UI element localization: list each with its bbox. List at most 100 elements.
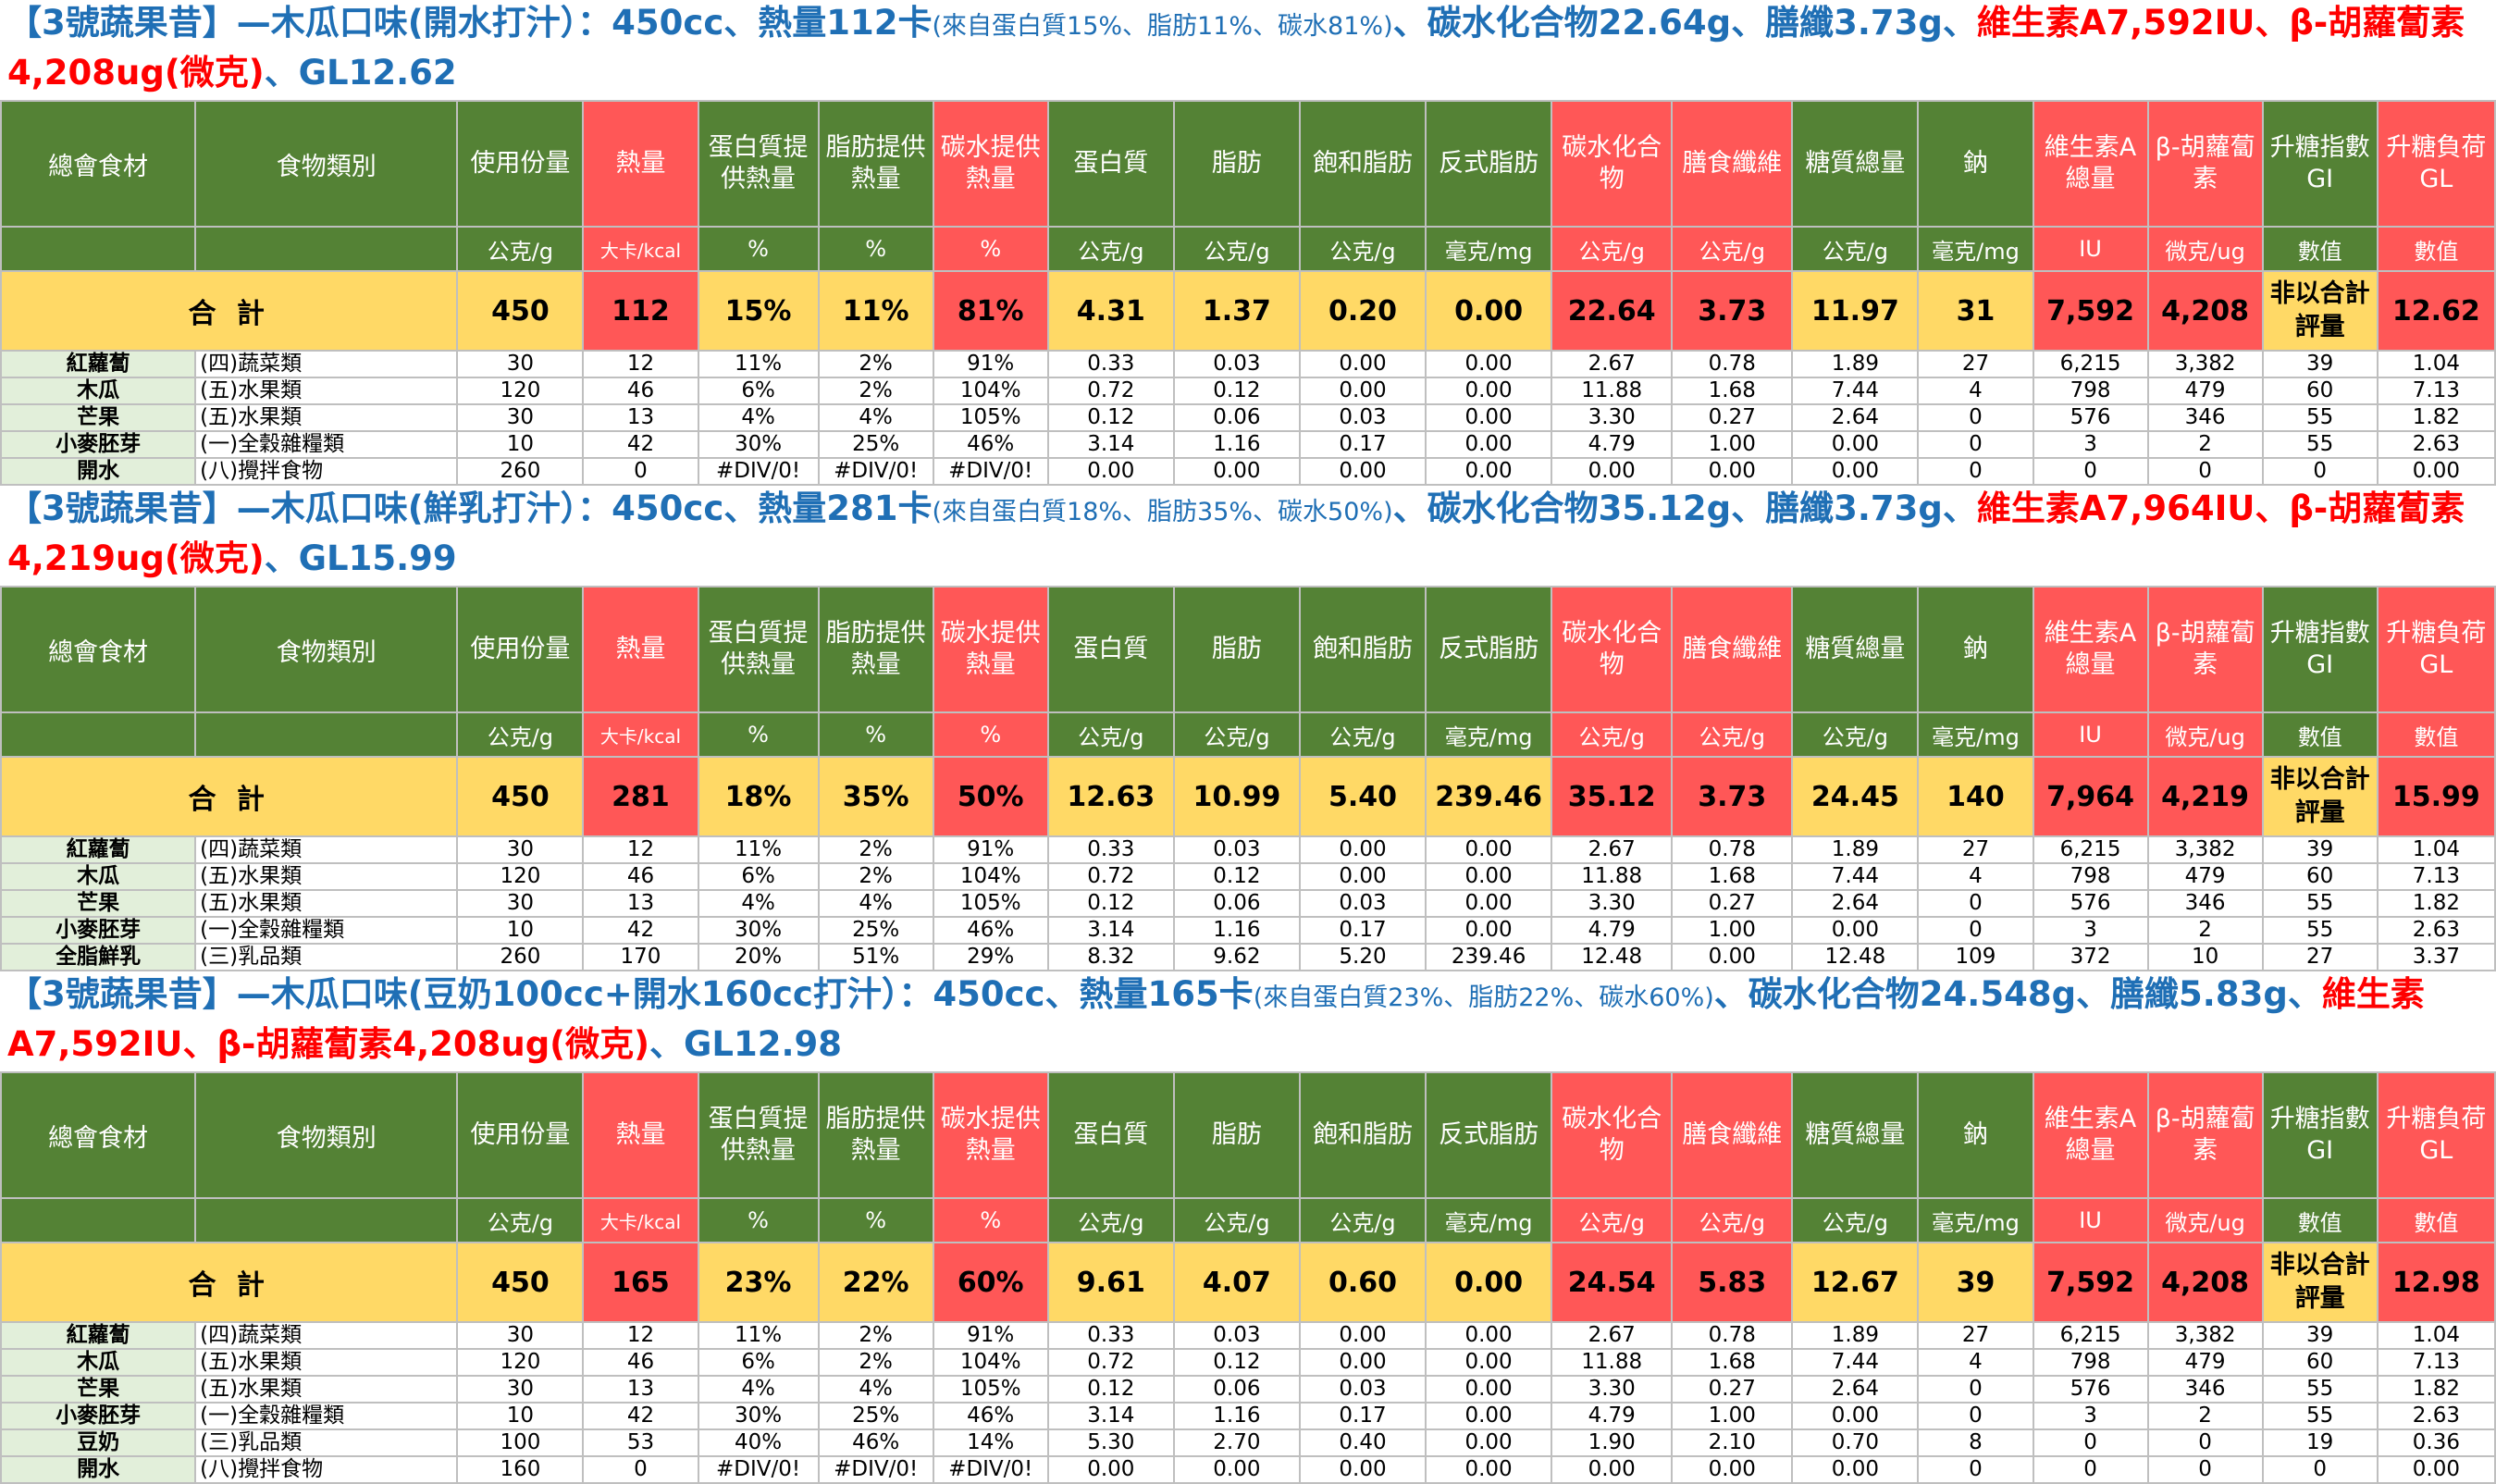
data-cell: 10 <box>456 430 585 459</box>
data-cell: 46% <box>932 916 1049 945</box>
data-cell: 0.00 <box>1671 943 1794 971</box>
data-cell: 0.00 <box>1551 1455 1674 1484</box>
data-cell: 0 <box>582 1455 699 1484</box>
column-header: 脂肪提供熱量 <box>817 100 934 228</box>
ingredient-row: 小麥胚芽 (一)全穀雜糧類 10 42 30% 25% 46% 3.14 1.16 0.17 0.0… <box>0 430 2496 459</box>
data-cell: 3.14 <box>1046 916 1175 945</box>
data-cell: 1.82 <box>2376 1375 2496 1404</box>
unit-cell: 數值 <box>2261 711 2379 758</box>
data-cell: 25% <box>817 1402 934 1430</box>
column-header: 糖質總量 <box>1791 586 1920 713</box>
unit-cell: 毫克/mg <box>1425 1197 1553 1243</box>
column-header: 熱量 <box>582 586 699 713</box>
unit-cell: 公克/g <box>1046 226 1175 272</box>
data-cell: 30 <box>456 403 585 432</box>
unit-cell: 公克/g <box>456 226 585 272</box>
unit-cell: 數值 <box>2376 1197 2496 1243</box>
data-cell: 0.00 <box>1425 862 1553 891</box>
data-cell: 798 <box>2032 862 2149 891</box>
title-blue2: 、碳水化合物24.548g、膳纖5.83g、 <box>1713 974 2322 1014</box>
food-category: (一)全穀雜糧類 <box>194 430 459 459</box>
column-header: 食物類別 <box>194 100 459 228</box>
total-label: 合 計 <box>0 270 459 352</box>
ingredient-row: 木瓜 (五)水果類 120 46 6% 2% 104% 0.72 0.12 0.00 0.00 11.… <box>0 377 2496 405</box>
data-cell: 0.00 <box>1298 457 1427 486</box>
column-header: β-胡蘿蔔素 <box>2146 100 2264 228</box>
data-cell: 60 <box>2261 1348 2379 1377</box>
unit-cell: 數值 <box>2261 1197 2379 1243</box>
data-cell: 0 <box>582 457 699 486</box>
ingredient-row: 紅蘿蔔 (四)蔬菜類 30 12 11% 2% 91% 0.33 0.03 0.00 0.00 2.6… <box>0 1321 2496 1350</box>
data-cell: 0.00 <box>1791 1402 1920 1430</box>
column-header: 總會食材 <box>0 1071 197 1199</box>
data-cell: 2.70 <box>1172 1428 1301 1457</box>
data-cell: 0.00 <box>1172 1455 1301 1484</box>
food-category: (五)水果類 <box>194 889 459 918</box>
column-header: 膳食纖維 <box>1671 586 1794 713</box>
column-header: 脂肪 <box>1172 1071 1301 1199</box>
nutrition-table: 總會食材 食物類別 使用份量 熱量 蛋白質提供熱量 脂肪提供熱量 碳水提供熱量 蛋白質 脂肪 飽和… <box>0 1071 2496 1484</box>
data-cell: 2% <box>817 862 934 891</box>
data-cell: 0.00 <box>1425 1402 1553 1430</box>
data-cell: 1.16 <box>1172 1402 1301 1430</box>
data-cell: 100 <box>456 1428 585 1457</box>
data-cell: 0.00 <box>1425 1455 1553 1484</box>
title-blue3: 、GL15.99 <box>264 538 457 578</box>
column-header: 膳食纖維 <box>1671 100 1794 228</box>
data-cell: 2.67 <box>1551 350 1674 378</box>
total-cell: 450 <box>456 756 585 837</box>
total-cell: 35.12 <box>1551 756 1674 837</box>
data-cell: 0.36 <box>2376 1428 2496 1457</box>
data-cell: 4% <box>697 403 820 432</box>
data-cell: 12 <box>582 1321 699 1350</box>
data-cell: 0 <box>2032 457 2149 486</box>
column-header: 碳水提供熱量 <box>932 1071 1049 1199</box>
unit-cell: 大卡/kcal <box>582 1197 699 1243</box>
unit-cell: % <box>817 226 934 272</box>
data-cell: 1.89 <box>1791 350 1920 378</box>
data-cell: 27 <box>1917 835 2034 864</box>
data-cell: 0.00 <box>1425 889 1553 918</box>
unit-cell: 微克/ug <box>2146 226 2264 272</box>
data-cell: 7.13 <box>2376 377 2496 405</box>
data-cell: 0.70 <box>1791 1428 1920 1457</box>
data-cell: 0.17 <box>1298 430 1427 459</box>
data-cell: #DIV/0! <box>932 1455 1049 1484</box>
data-cell: 1.89 <box>1791 1321 1920 1350</box>
nutrition-table: 總會食材 食物類別 使用份量 熱量 蛋白質提供熱量 脂肪提供熱量 碳水提供熱量 蛋白質 脂肪 飽和… <box>0 100 2496 486</box>
column-header: 反式脂肪 <box>1425 100 1553 228</box>
data-cell: 576 <box>2032 1375 2149 1404</box>
total-cell: 0.20 <box>1298 270 1427 352</box>
data-cell: 27 <box>1917 350 2034 378</box>
data-cell: 5.30 <box>1046 1428 1175 1457</box>
unit-cell: 公克/g <box>456 1197 585 1243</box>
ingredient-row: 木瓜 (五)水果類 120 46 6% 2% 104% 0.72 0.12 0.00 0.00 11.… <box>0 862 2496 891</box>
ingredient-name: 豆奶 <box>0 1428 197 1457</box>
total-label: 合 計 <box>0 756 459 837</box>
data-cell: 9.62 <box>1172 943 1301 971</box>
data-cell: 4% <box>817 403 934 432</box>
data-cell: 104% <box>932 377 1049 405</box>
section-title: 【3號蔬果昔】—木瓜口味(豆奶100cc+開水160cc打汁）：450cc、熱量… <box>0 971 2496 1071</box>
data-cell: 6% <box>697 377 820 405</box>
column-header: 維生素A總量 <box>2032 100 2149 228</box>
data-cell: 7.13 <box>2376 862 2496 891</box>
data-cell: 0.00 <box>1791 430 1920 459</box>
data-cell: 10 <box>2146 943 2264 971</box>
data-cell: 0.27 <box>1671 1375 1794 1404</box>
data-cell: 105% <box>932 403 1049 432</box>
data-cell: 0.17 <box>1298 1402 1427 1430</box>
unit-cell: 毫克/mg <box>1917 711 2034 758</box>
column-header: 脂肪 <box>1172 586 1301 713</box>
unit-cell: % <box>697 226 820 272</box>
unit-cell: IU <box>2032 226 2149 272</box>
column-header: 食物類別 <box>194 1071 459 1199</box>
data-cell: 0.12 <box>1046 1375 1175 1404</box>
data-cell: 20% <box>697 943 820 971</box>
data-cell: 260 <box>456 943 585 971</box>
total-cell: 9.61 <box>1046 1242 1175 1323</box>
data-cell: 6% <box>697 1348 820 1377</box>
data-cell: 120 <box>456 862 585 891</box>
data-cell: 10 <box>456 916 585 945</box>
data-cell: 0.00 <box>1298 862 1427 891</box>
